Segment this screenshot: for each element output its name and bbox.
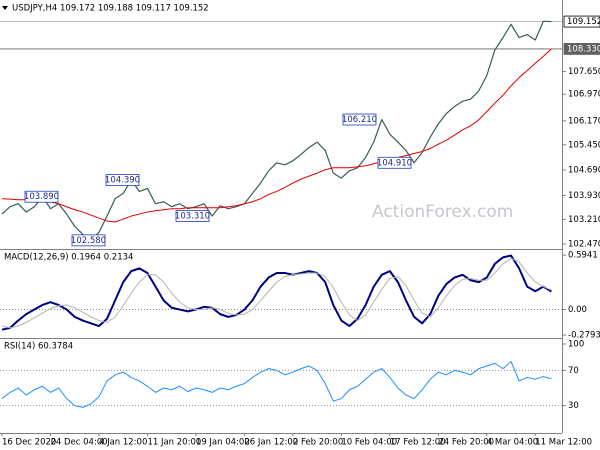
x-tick-label: 2 Feb 20:00 [293,438,343,448]
chart-title: USDJPY,H4 109.172 109.188 109.117 109.15… [12,4,209,14]
marker-box [563,15,600,28]
series-line [1,254,552,331]
marker-label: 108.330 [567,44,600,54]
x-tick-label: 4 Mar 04:00 [487,438,538,448]
y-tick-label: 102.470 [568,240,600,250]
y-tick-label: 107.650 [568,67,600,77]
y-tick-label: 30 [568,401,579,411]
watermark: ActionForex.com [372,202,513,222]
x-tick-label: 4 Jan 12:00 [99,438,147,448]
marker-box [563,43,600,55]
y-tick-label: 70 [568,366,579,376]
y-tick-label: 103.930 [568,191,600,201]
y-tick-label: 0.00 [568,305,587,315]
x-tick-label: 17 Feb 12:00 [390,438,446,448]
annotation-label: 104.910 [377,158,412,168]
y-tick-label: 106.170 [568,116,600,126]
marker-label: 109.152 [567,17,600,27]
x-tick-label: 11 Mar 12:00 [535,438,592,448]
series-line [1,48,552,223]
annotation-label: 103.890 [24,192,59,202]
y-tick-label: 100 [568,340,584,350]
x-tick-label: 24 Dec 04:00 [50,438,107,448]
x-tick-label: 11 Jan 20:00 [147,438,201,448]
annotation-label: 106.210 [342,115,377,125]
series-line [1,257,552,329]
x-tick-label: 10 Feb 04:00 [341,438,397,448]
annotation-label: 104.390 [105,176,140,186]
y-tick-label: 105.450 [568,140,600,150]
x-tick-label: 24 Feb 20:00 [438,438,494,448]
annotation-label: 103.310 [175,212,210,222]
y-tick-label: 103.210 [568,215,600,225]
annotation-box [71,234,106,247]
annotation-label: 102.580 [71,236,106,246]
x-tick-label: 26 Jan 12:00 [244,438,298,448]
macd-title: MACD(12,26,9) 0.1964 0.2134 [4,253,133,263]
rsi-title: RSI(14) 60.3784 [4,342,73,352]
annotation-box [24,190,59,203]
y-tick-label: 0.5941 [568,251,598,261]
x-tick-label: 19 Jan 04:00 [196,438,250,448]
y-tick-label: -0.2793 [568,331,600,341]
annotation-box [105,174,140,186]
y-tick-label: 104.690 [568,166,600,176]
x-tick-label: 16 Dec 2020 [2,438,56,448]
annotation-box [175,210,210,222]
annotation-box [342,113,377,126]
annotation-box [377,156,412,169]
symbol-icon [2,6,8,10]
series-line [1,361,552,408]
y-tick-label: 106.970 [568,90,600,100]
